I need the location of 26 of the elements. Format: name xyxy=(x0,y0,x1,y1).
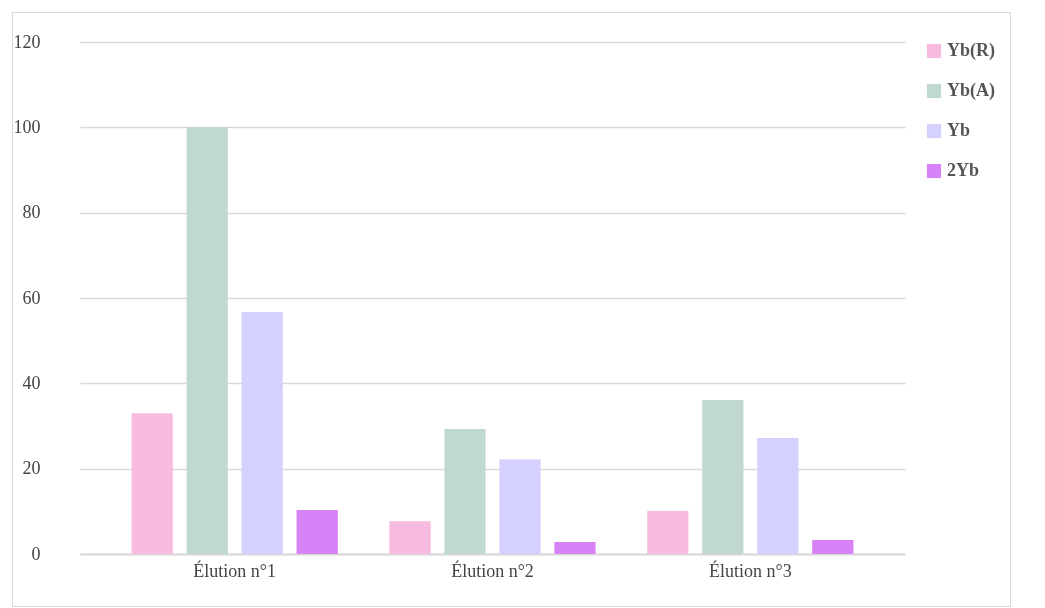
y-tick-label: 0 xyxy=(31,543,41,564)
bar xyxy=(389,521,431,554)
y-tick-label: 20 xyxy=(22,458,41,479)
bar xyxy=(241,312,283,554)
legend-label: Yb xyxy=(947,120,971,140)
bar xyxy=(812,539,854,554)
bar xyxy=(702,399,744,554)
x-tick-label: Élution n°2 xyxy=(451,559,534,581)
y-tick-label: 60 xyxy=(22,287,41,308)
bar xyxy=(131,413,173,554)
legend-label: 2Yb xyxy=(947,160,980,180)
bar xyxy=(647,510,689,554)
bar xyxy=(757,437,799,554)
y-tick-label: 120 xyxy=(13,31,41,52)
y-tick-label: 40 xyxy=(22,372,41,393)
x-tick-label: Élution n°1 xyxy=(193,559,277,581)
y-tick-label: 100 xyxy=(13,116,41,137)
bar xyxy=(554,542,596,554)
bar xyxy=(186,127,228,554)
bar xyxy=(296,510,338,554)
y-tick-label: 80 xyxy=(22,202,41,223)
legend-label: Yb(R) xyxy=(947,40,995,61)
legend-label: Yb(A) xyxy=(947,80,995,101)
bar xyxy=(444,428,486,554)
x-tick-label: Élution n°3 xyxy=(708,559,792,581)
bar xyxy=(499,459,541,554)
